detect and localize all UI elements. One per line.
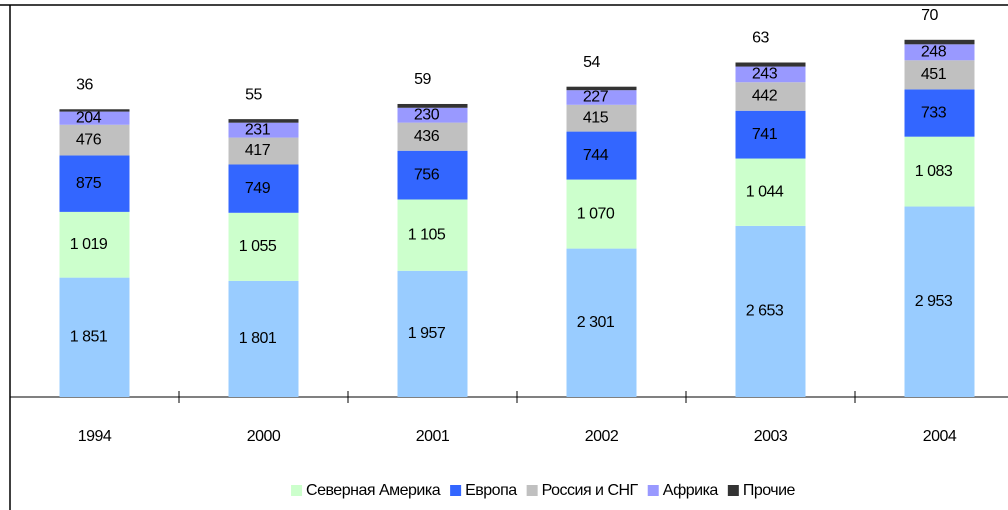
bar-segment	[397, 150, 468, 200]
value-label: 204	[76, 109, 102, 126]
bar-segment	[566, 131, 637, 180]
bar-segment	[397, 107, 468, 123]
bar-segment	[735, 158, 806, 226]
legend-label: Северная Америка	[306, 482, 441, 499]
bar-segment	[904, 206, 975, 397]
legend-label: Прочие	[743, 482, 796, 499]
bar-segment	[735, 62, 806, 67]
value-label: 231	[245, 121, 271, 138]
bar-segment	[228, 122, 299, 138]
x-tick-label: 2003	[754, 428, 788, 445]
bar-segment	[904, 39, 975, 45]
bar-segment	[566, 248, 637, 397]
value-label: 2 953	[915, 293, 953, 310]
bar-segment	[397, 103, 468, 108]
value-label: 1 957	[408, 325, 446, 342]
value-label: 451	[921, 66, 947, 83]
bar-segment	[735, 82, 806, 111]
bar-segment	[59, 277, 130, 397]
value-label: 36	[76, 76, 93, 93]
value-label: 415	[583, 109, 609, 126]
bar-segment	[59, 124, 130, 156]
bar-segment	[904, 89, 975, 137]
legend-swatch	[727, 485, 739, 496]
value-label: 1 851	[70, 329, 108, 346]
value-label: 749	[245, 180, 271, 197]
value-label: 230	[414, 106, 440, 123]
x-tick-label: 2004	[923, 428, 957, 445]
value-label: 2 653	[746, 303, 784, 320]
value-label: 1 083	[915, 163, 953, 180]
value-label: 248	[921, 44, 947, 61]
bar-segment	[59, 211, 130, 278]
legend-swatch	[291, 485, 303, 496]
bar-segment	[59, 111, 130, 125]
x-tick-label: 2001	[416, 428, 450, 445]
x-tick-label: 1994	[78, 428, 112, 445]
bar-segment	[904, 60, 975, 90]
legend-label: Россия и СНГ	[542, 482, 639, 499]
legend-swatch	[526, 485, 538, 496]
value-label: 227	[583, 89, 609, 106]
bar-segment	[397, 270, 468, 397]
value-label: 1 070	[577, 205, 615, 222]
legend-swatch	[450, 485, 462, 496]
value-label: 744	[583, 147, 609, 164]
bar-segment	[566, 104, 637, 132]
x-tick-label: 2002	[585, 428, 619, 445]
value-label: 63	[752, 30, 769, 47]
bar-segment	[566, 179, 637, 249]
bar-segment	[228, 137, 299, 165]
bar-segment	[59, 155, 130, 212]
value-label: 442	[752, 88, 778, 105]
value-label: 1 105	[408, 226, 446, 243]
value-label: 55	[245, 86, 262, 103]
bar-segment	[397, 122, 468, 151]
bar-segment	[566, 90, 637, 105]
bar-segment	[904, 44, 975, 61]
value-label: 1 019	[70, 236, 108, 253]
bar-segment	[397, 199, 468, 271]
value-label: 476	[76, 131, 102, 148]
value-label: 2 301	[577, 314, 615, 331]
value-label: 1 055	[239, 238, 277, 255]
bar-segment	[735, 66, 806, 83]
bar-segment	[59, 109, 130, 112]
value-label: 436	[414, 128, 440, 145]
value-label: 59	[414, 71, 431, 88]
x-tick-label: 2000	[247, 428, 281, 445]
bar-segment	[566, 86, 637, 91]
bar-segment	[228, 119, 299, 123]
value-label: 1 044	[746, 183, 784, 200]
value-label: 1 801	[239, 330, 277, 347]
bar-segment	[735, 225, 806, 397]
value-label: 54	[583, 54, 600, 71]
bar-segment	[228, 280, 299, 397]
value-label: 417	[245, 142, 271, 159]
bar-segment	[735, 110, 806, 159]
value-label: 875	[76, 175, 102, 192]
value-label: 243	[752, 66, 778, 83]
bar-segment	[904, 136, 975, 207]
value-label: 756	[414, 166, 440, 183]
legend-label: Европа	[465, 482, 517, 499]
bar-segment	[228, 164, 299, 213]
value-label: 741	[752, 126, 778, 143]
legend-label: Африка	[663, 482, 719, 499]
legend-swatch	[647, 485, 659, 496]
value-label: 70	[921, 7, 938, 24]
value-label: 733	[921, 104, 947, 121]
bar-segment	[228, 212, 299, 281]
